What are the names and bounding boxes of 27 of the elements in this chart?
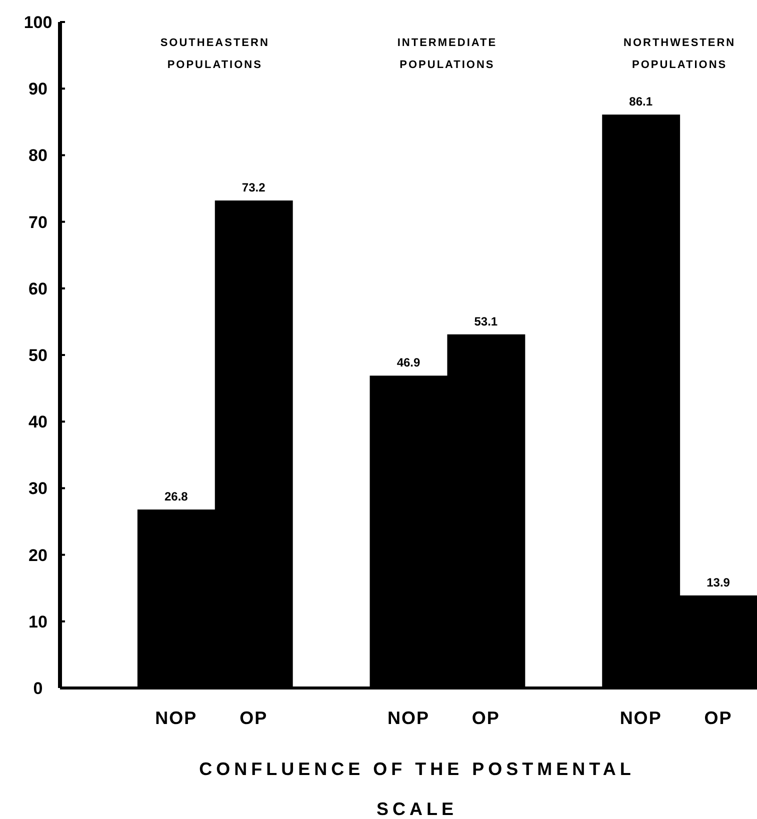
data-label: 26.8 (164, 490, 188, 504)
annotation: SOUTHEASTERN POPULATIONS (160, 37, 270, 71)
annotation: INTERMEDIATE POPULATIONS (397, 37, 498, 71)
x-tick-label: OP (472, 708, 500, 728)
y-tick-label: 20 (28, 546, 48, 565)
y-tick-label: 70 (28, 212, 48, 232)
y-tick-label: 90 (28, 80, 48, 99)
x-axis-title: CONFLUENCE OF THE POSTMENTAL SCALE (199, 759, 635, 819)
x-tick-label: OP (704, 708, 732, 728)
data-label: 13.9 (706, 575, 730, 590)
data-label: 46.9 (396, 356, 420, 370)
x-tick-label: NOP (387, 708, 430, 728)
y-tick-label: 40 (28, 412, 48, 432)
y-tick-label: 80 (28, 146, 48, 166)
data-label: 53.1 (474, 314, 498, 328)
data-label: 86.1 (629, 94, 653, 109)
y-tick-label: 10 (28, 612, 48, 632)
y-tick-label: 50 (28, 346, 48, 365)
y-tick-label: 0 (33, 679, 43, 698)
data-label: 73.2 (242, 180, 266, 194)
x-tick-label: NOP (620, 708, 662, 728)
x-tick-label: NOP (155, 708, 198, 728)
y-tick-label: 100 (24, 13, 52, 32)
annotation: NORTHWESTERN POPULATIONS (624, 37, 736, 71)
x-tick-label: OP (240, 708, 268, 728)
y-tick-label: 30 (28, 479, 48, 498)
y-tick-label: 60 (28, 279, 48, 298)
